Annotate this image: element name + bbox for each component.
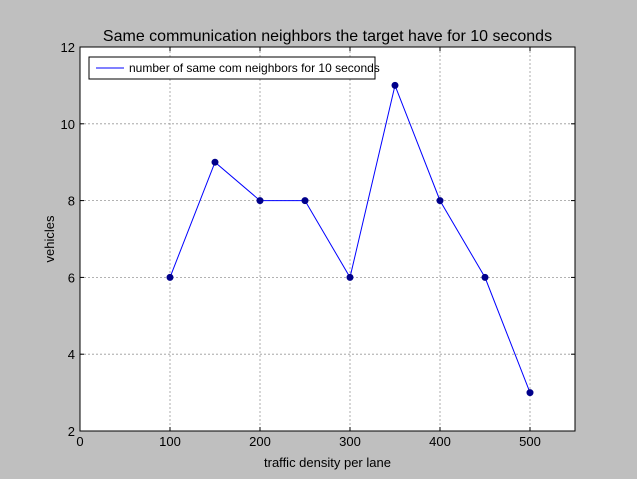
data-point <box>301 197 309 205</box>
data-point <box>346 273 354 281</box>
y-tick-label: 8 <box>68 194 75 209</box>
x-tick-label: 100 <box>159 434 181 449</box>
x-axis-label: traffic density per lane <box>264 455 391 470</box>
data-point <box>391 81 399 89</box>
chart-title: Same communication neighbors the target … <box>103 28 552 45</box>
legend-entry: number of same com neighbors for 10 seco… <box>129 61 380 75</box>
ticks: 0 100 200 300 400 500 2 4 6 8 10 12 <box>61 40 575 449</box>
legend: number of same com neighbors for 10 seco… <box>88 56 380 80</box>
data-point <box>256 197 264 205</box>
y-tick-label: 4 <box>68 347 75 362</box>
data-point <box>166 273 174 281</box>
series-layer <box>166 81 534 397</box>
data-point <box>436 197 444 205</box>
y-tick-label: 10 <box>61 117 75 132</box>
y-axis-label: vehicles <box>42 215 57 262</box>
x-tick-label: 0 <box>76 434 83 449</box>
grid-lines <box>80 47 575 431</box>
x-tick-label: 200 <box>249 434 271 449</box>
y-tick-label: 2 <box>68 424 75 439</box>
y-tick-label: 6 <box>68 270 75 285</box>
y-tick-label: 12 <box>61 40 75 55</box>
data-point <box>211 158 219 166</box>
data-point <box>481 273 489 281</box>
x-tick-label: 300 <box>339 434 361 449</box>
x-tick-label: 500 <box>519 434 541 449</box>
data-point <box>526 389 534 397</box>
legend-box <box>88 56 376 80</box>
x-tick-label: 400 <box>429 434 451 449</box>
plot-frame <box>79 46 576 432</box>
